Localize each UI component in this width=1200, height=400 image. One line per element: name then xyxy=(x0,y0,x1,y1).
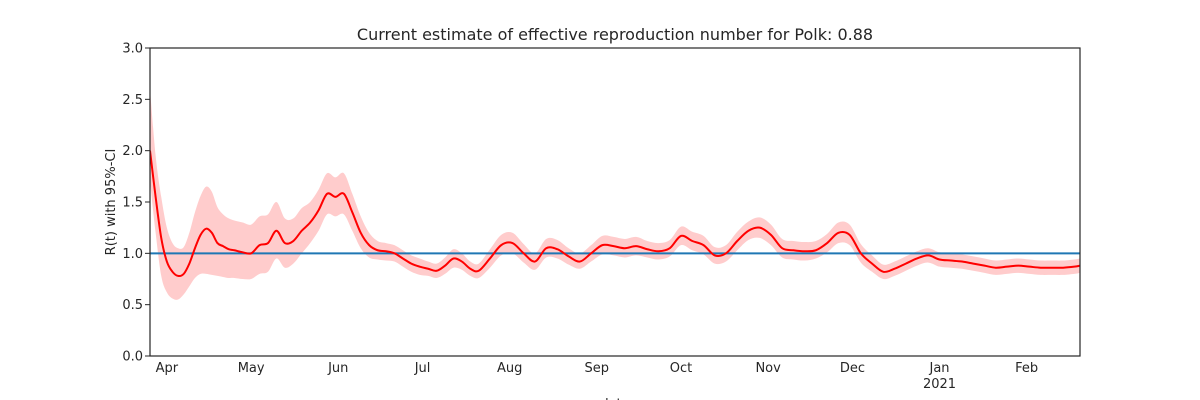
x-tick-label: May xyxy=(238,361,265,376)
y-axis-title: R(t) with 95%-CI xyxy=(104,149,119,256)
y-tick-label: 0.0 xyxy=(122,350,143,365)
x-tick-label: Dec xyxy=(840,361,865,376)
x-tick-label: Jun xyxy=(327,361,348,376)
y-tick-label: 0.5 xyxy=(122,298,143,313)
x-tick-label: Jan xyxy=(928,361,949,376)
plot-frame xyxy=(149,47,1081,357)
x-axis-title: date xyxy=(600,397,629,400)
x-tick-label: Aug xyxy=(497,361,522,376)
x-tick-sublabel: 2021 xyxy=(923,377,956,392)
y-tick-label: 2.0 xyxy=(122,144,143,159)
x-tick-label: Sep xyxy=(584,361,609,376)
x-tick-label: Nov xyxy=(755,361,781,376)
plot-area xyxy=(150,89,1080,300)
y-tick-label: 3.0 xyxy=(122,42,143,57)
x-tick-label: Apr xyxy=(156,361,179,376)
y-tick-label: 1.0 xyxy=(122,247,143,262)
x-tick-label: Oct xyxy=(670,361,692,376)
series-line xyxy=(150,150,1080,278)
x-tick-label: Jul xyxy=(414,361,431,376)
x-tick-label: Feb xyxy=(1015,361,1038,376)
chart-title: Current estimate of effective reproducti… xyxy=(357,25,873,44)
y-axis: 0.0 0.5 1.0 1.5 2.0 2.5 3.0 xyxy=(122,42,150,365)
y-tick-label: 1.5 xyxy=(122,196,143,211)
y-tick-label: 2.5 xyxy=(122,93,143,108)
confidence-band xyxy=(150,89,1080,300)
